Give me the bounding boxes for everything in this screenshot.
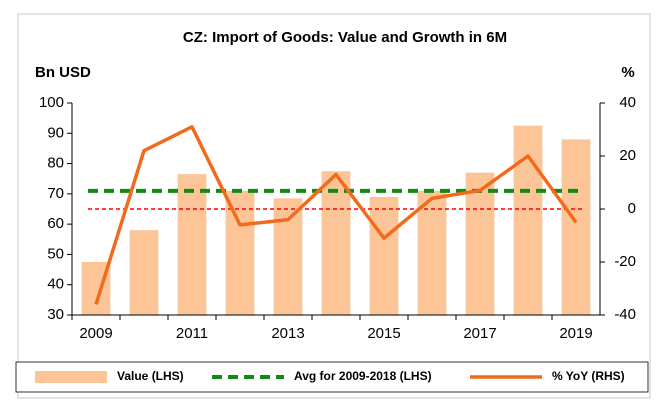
y2-tick-label: -40 bbox=[614, 306, 636, 323]
bar bbox=[465, 172, 495, 315]
y-tick-label: 40 bbox=[47, 276, 64, 293]
legend-swatch bbox=[35, 371, 107, 383]
x-tick-label: 2013 bbox=[271, 325, 304, 342]
y-axis-label: Bn USD bbox=[35, 64, 91, 81]
y-tick-label: 60 bbox=[47, 215, 64, 232]
chart-title: CZ: Import of Goods: Value and Growth in… bbox=[183, 29, 507, 46]
y2-axis-label: % bbox=[621, 64, 634, 81]
legend bbox=[15, 361, 649, 393]
bar bbox=[177, 174, 207, 315]
y-tick-label: 100 bbox=[39, 94, 64, 111]
y2-tick-label: 20 bbox=[619, 147, 636, 164]
bar bbox=[273, 198, 303, 315]
y2-tick-label: 40 bbox=[619, 94, 636, 111]
y2-tick-label: -20 bbox=[614, 253, 636, 270]
y-tick-label: 90 bbox=[47, 124, 64, 141]
legend-label: Avg for 2009-2018 (LHS) bbox=[294, 369, 432, 383]
bar bbox=[225, 190, 255, 315]
legend-label: % YoY (RHS) bbox=[552, 369, 625, 383]
y-tick-label: 80 bbox=[47, 155, 64, 172]
x-tick-label: 2017 bbox=[463, 325, 496, 342]
y2-tick-label: 0 bbox=[628, 200, 636, 217]
y-tick-label: 50 bbox=[47, 245, 64, 262]
x-tick-label: 2015 bbox=[367, 325, 400, 342]
bar bbox=[321, 171, 351, 315]
bar bbox=[561, 139, 591, 315]
y-tick-label: 70 bbox=[47, 185, 64, 202]
x-tick-label: 2019 bbox=[559, 325, 592, 342]
bar bbox=[129, 230, 159, 315]
x-tick-label: 2009 bbox=[79, 325, 112, 342]
x-tick-label: 2011 bbox=[176, 325, 208, 342]
legend-label: Value (LHS) bbox=[117, 369, 184, 383]
y-tick-label: 30 bbox=[47, 306, 64, 323]
bar bbox=[513, 125, 543, 315]
bar bbox=[369, 196, 399, 315]
yoy-line bbox=[94, 125, 578, 305]
bar bbox=[417, 190, 447, 315]
